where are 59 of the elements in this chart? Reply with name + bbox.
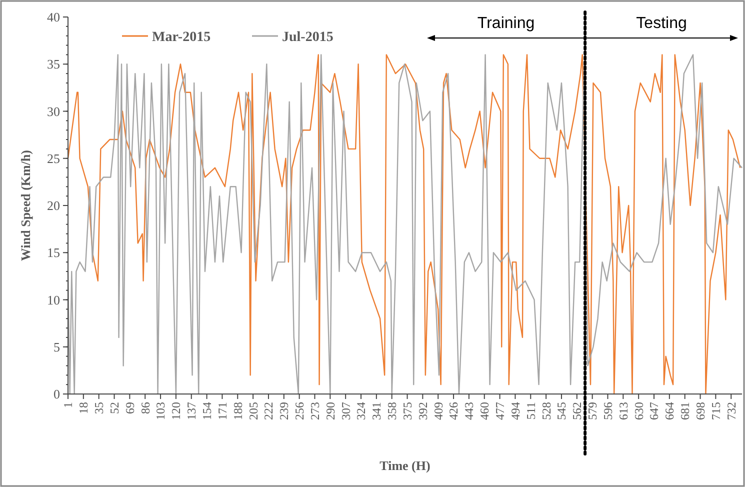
x-tick-label: 171 (215, 402, 230, 420)
x-tick-label: 528 (539, 402, 554, 420)
x-tick-label: 409 (431, 402, 446, 420)
x-tick-label: 35 (92, 402, 106, 414)
y-tick-label: 30 (47, 104, 60, 119)
annotation: Training (477, 15, 535, 32)
y-tick-label: 40 (47, 10, 60, 25)
legend-label: Jul-2015 (282, 30, 334, 45)
x-tick-label: 511 (524, 402, 538, 420)
x-tick-label: 596 (600, 402, 615, 420)
x-tick-label: 698 (693, 402, 708, 420)
x-tick-label: 562 (570, 402, 584, 420)
x-tick-label: 273 (308, 402, 322, 420)
x-tick-label: 375 (400, 402, 414, 420)
x-tick-label: 137 (184, 402, 199, 420)
x-tick-label: 341 (370, 402, 384, 420)
x-tick-label: 443 (462, 402, 476, 420)
annotation: Testing (636, 15, 687, 32)
x-tick-label: 222 (262, 402, 276, 420)
x-tick-label: 188 (230, 402, 245, 420)
y-tick-label: 10 (47, 292, 60, 308)
x-tick-label: 630 (632, 402, 646, 420)
y-tick-label: 15 (47, 245, 60, 260)
x-tick-label: 460 (478, 402, 492, 420)
x-tick-label: 392 (416, 402, 430, 420)
x-tick-label: 545 (554, 402, 569, 420)
x-tick-label: 103 (154, 402, 168, 420)
x-tick-label: 256 (292, 402, 307, 420)
y-axis-title: Wind Speed (Km/h) (18, 150, 33, 262)
x-tick-label: 324 (354, 402, 368, 420)
legend-label: Mar-2015 (152, 30, 211, 45)
x-tick-label: 69 (122, 402, 137, 414)
x-tick-label: 681 (678, 402, 692, 420)
x-tick-label: 477 (492, 402, 507, 420)
y-tick-label: 35 (47, 56, 60, 72)
x-tick-label: 120 (169, 402, 184, 420)
x-tick-label: 1 (61, 402, 76, 408)
x-tick-label: 86 (138, 402, 152, 414)
x-tick-label: 494 (508, 402, 522, 420)
y-tick-label: 20 (47, 198, 60, 214)
x-tick-label: 426 (446, 402, 461, 420)
x-tick-label: 732 (724, 402, 738, 420)
x-tick-label: 358 (385, 402, 400, 420)
x-tick-label: 307 (338, 402, 353, 420)
x-tick-label: 613 (616, 402, 630, 420)
x-tick-label: 18 (76, 402, 91, 414)
x-axis-title: Time (H) (380, 458, 430, 473)
x-tick-label: 154 (200, 402, 214, 420)
y-tick-label: 0 (54, 386, 60, 402)
y-tick-label: 5 (54, 339, 60, 354)
x-tick-label: 647 (647, 402, 662, 420)
x-tick-label: 239 (277, 402, 292, 420)
x-tick-label: 205 (246, 402, 260, 420)
x-tick-label: 579 (586, 402, 600, 420)
y-tick-label: 25 (47, 150, 60, 166)
x-tick-label: 664 (662, 402, 677, 420)
x-tick-label: 52 (107, 402, 122, 414)
x-tick-label: 715 (708, 402, 723, 420)
x-tick-label: 290 (323, 402, 338, 420)
